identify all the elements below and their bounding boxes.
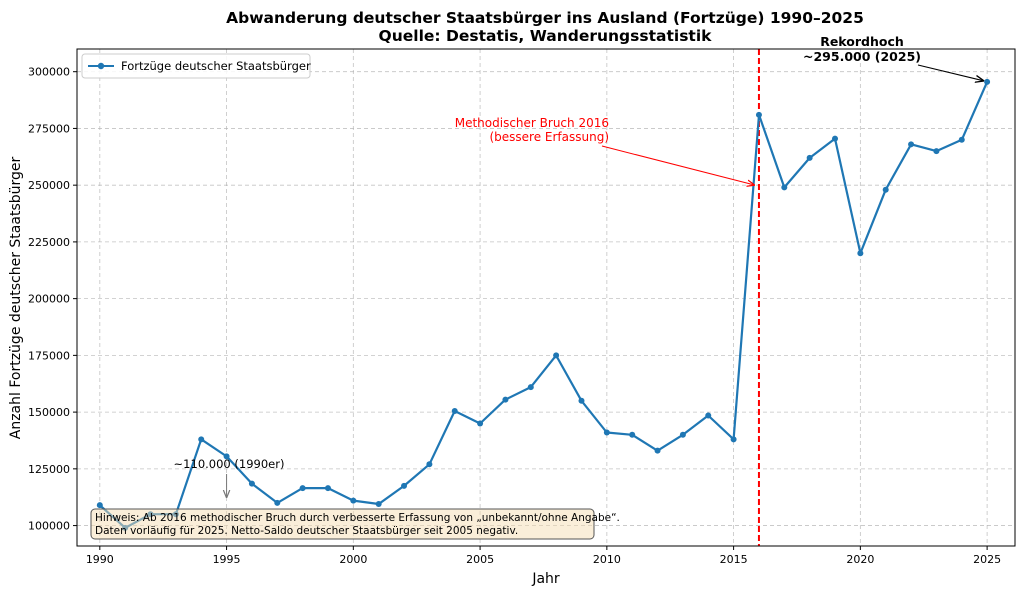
annotation-method-break-line1: Methodischer Bruch 2016	[455, 116, 609, 130]
y-tick-label: 100000	[28, 520, 70, 533]
legend-label: Fortzüge deutscher Staatsbürger	[121, 59, 311, 73]
y-axis-ticks: 100000 125000 150000 175000 200000 225000 2500…	[28, 66, 77, 533]
x-tick-label: 2000	[339, 553, 367, 566]
x-tick-label: 2005	[466, 553, 494, 566]
annotation-1990s: ~110.000 (1990er)	[174, 457, 285, 471]
x-tick-label: 2020	[846, 553, 874, 566]
data-point	[274, 499, 281, 506]
annotation-method-break-line2: (bessere Erfassung)	[489, 130, 609, 144]
y-axis-label: Anzahl Fortzüge deutscher Staatsbürger	[8, 156, 24, 439]
note-box-background	[90, 508, 595, 540]
data-point	[451, 407, 458, 414]
data-point	[401, 482, 408, 489]
arrow-method-break	[601, 145, 755, 185]
chart-subtitle: Quelle: Destatis, Wanderungsstatistik	[379, 27, 713, 45]
x-axis-label: Jahr	[531, 571, 560, 587]
note-box: Hinweis: Ab 2016 methodischer Bruch durc…	[90, 508, 620, 540]
data-point	[375, 501, 382, 508]
data-point	[426, 461, 433, 468]
data-point	[299, 485, 306, 492]
data-point	[806, 154, 813, 161]
data-point	[984, 78, 991, 85]
data-point	[578, 397, 585, 404]
data-point	[933, 148, 940, 155]
data-point	[882, 186, 889, 193]
annotation-record-line2: ~295.000 (2025)	[803, 49, 921, 64]
data-point	[755, 111, 762, 118]
data-point	[248, 480, 255, 487]
data-point	[654, 447, 661, 454]
data-point	[832, 135, 839, 142]
data-point	[781, 184, 788, 191]
y-tick-label: 125000	[28, 463, 70, 476]
chart-title: Abwanderung deutscher Staatsbürger ins A…	[226, 9, 864, 27]
legend-marker	[97, 62, 105, 70]
arrow-record	[917, 64, 984, 81]
y-tick-label: 150000	[28, 406, 70, 419]
data-point	[908, 141, 915, 148]
y-tick-label: 250000	[28, 179, 70, 192]
y-tick-label: 225000	[28, 236, 70, 249]
annotation-record-line1: Rekordhoch	[820, 34, 904, 49]
data-point	[679, 431, 686, 438]
series-line	[99, 81, 989, 529]
y-tick-label: 300000	[28, 66, 70, 79]
y-tick-label: 200000	[28, 293, 70, 306]
data-point	[958, 136, 965, 143]
data-point	[629, 431, 636, 438]
data-point	[198, 436, 205, 443]
data-point	[223, 453, 230, 460]
legend: Fortzüge deutscher Staatsbürger	[81, 53, 311, 79]
data-point	[553, 352, 560, 359]
x-tick-label: 2025	[973, 553, 1001, 566]
data-point	[730, 436, 737, 443]
x-tick-label: 1990	[86, 553, 114, 566]
data-point	[603, 429, 610, 436]
x-tick-label: 2010	[593, 553, 621, 566]
plot-border	[76, 48, 1016, 547]
note-line-1: Hinweis: Ab 2016 methodischer Bruch durc…	[95, 512, 620, 524]
annotations: Methodischer Bruch 2016 (bessere Erfassu…	[174, 34, 985, 498]
data-point	[477, 420, 484, 427]
y-tick-label: 275000	[28, 122, 70, 135]
data-point	[857, 250, 864, 257]
axes-frame	[76, 48, 1016, 547]
note-line-2: Daten vorläufig für 2025. Netto-Saldo de…	[95, 525, 518, 537]
data-point	[96, 502, 103, 509]
series	[96, 78, 991, 531]
data-point	[350, 497, 357, 504]
data-point	[502, 396, 509, 403]
legend-box	[81, 53, 311, 79]
x-tick-label: 1995	[213, 553, 241, 566]
data-point	[705, 412, 712, 419]
x-tick-label: 2015	[720, 553, 748, 566]
data-point	[527, 384, 534, 391]
data-point	[324, 485, 331, 492]
x-axis-ticks: 1990 1995 2000 2005 2010 2015 2020 2025	[86, 546, 1001, 566]
y-tick-label: 175000	[28, 349, 70, 362]
